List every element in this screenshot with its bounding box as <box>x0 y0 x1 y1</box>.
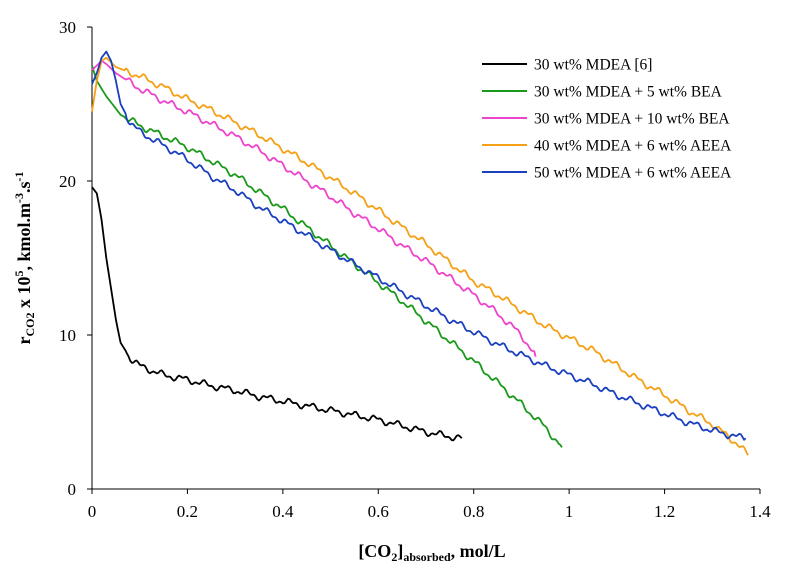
legend-label: 50 wt% MDEA + 6 wt% AEEA <box>534 165 732 182</box>
x-tick-label: 0.2 <box>177 502 198 521</box>
series-line <box>91 56 749 456</box>
series-line <box>91 186 463 442</box>
y-tick-label: 0 <box>68 480 77 499</box>
legend-label: 30 wt% MDEA + 10 wt% BEA <box>534 111 730 128</box>
y-axis-title: rCO2 x 105, kmol.m-3.s-1 <box>12 171 37 344</box>
x-tick-label: 0.4 <box>272 502 294 521</box>
x-tick-label: 1.2 <box>654 502 675 521</box>
legend-label: 30 wt% MDEA + 5 wt% BEA <box>534 84 723 101</box>
x-tick-label: 1 <box>565 502 574 521</box>
legend-label: 30 wt% MDEA [6] <box>534 57 652 74</box>
x-tick-label: 0.6 <box>368 502 389 521</box>
legend-label: 40 wt% MDEA + 6 wt% AEEA <box>534 138 732 155</box>
series-line <box>91 50 747 441</box>
y-tick-label: 10 <box>59 326 76 345</box>
y-tick-label: 30 <box>59 18 76 37</box>
x-axis-title: [CO2]absorbed, mol/L <box>358 541 505 564</box>
series-line <box>91 65 563 448</box>
x-tick-label: 0 <box>88 502 97 521</box>
legend: 30 wt% MDEA [6] 30 wt% MDEA + 5 wt% BEA 30… <box>482 57 732 182</box>
axes: 0 0.2 0.4 0.6 0.8 1 1.2 1.4 0 10 20 30 <box>59 18 771 521</box>
series-line <box>91 60 537 357</box>
x-tick-label: 0.8 <box>463 502 484 521</box>
y-tick-label: 20 <box>59 172 76 191</box>
plot-area <box>91 50 749 456</box>
x-tick-label: 1.4 <box>749 502 771 521</box>
